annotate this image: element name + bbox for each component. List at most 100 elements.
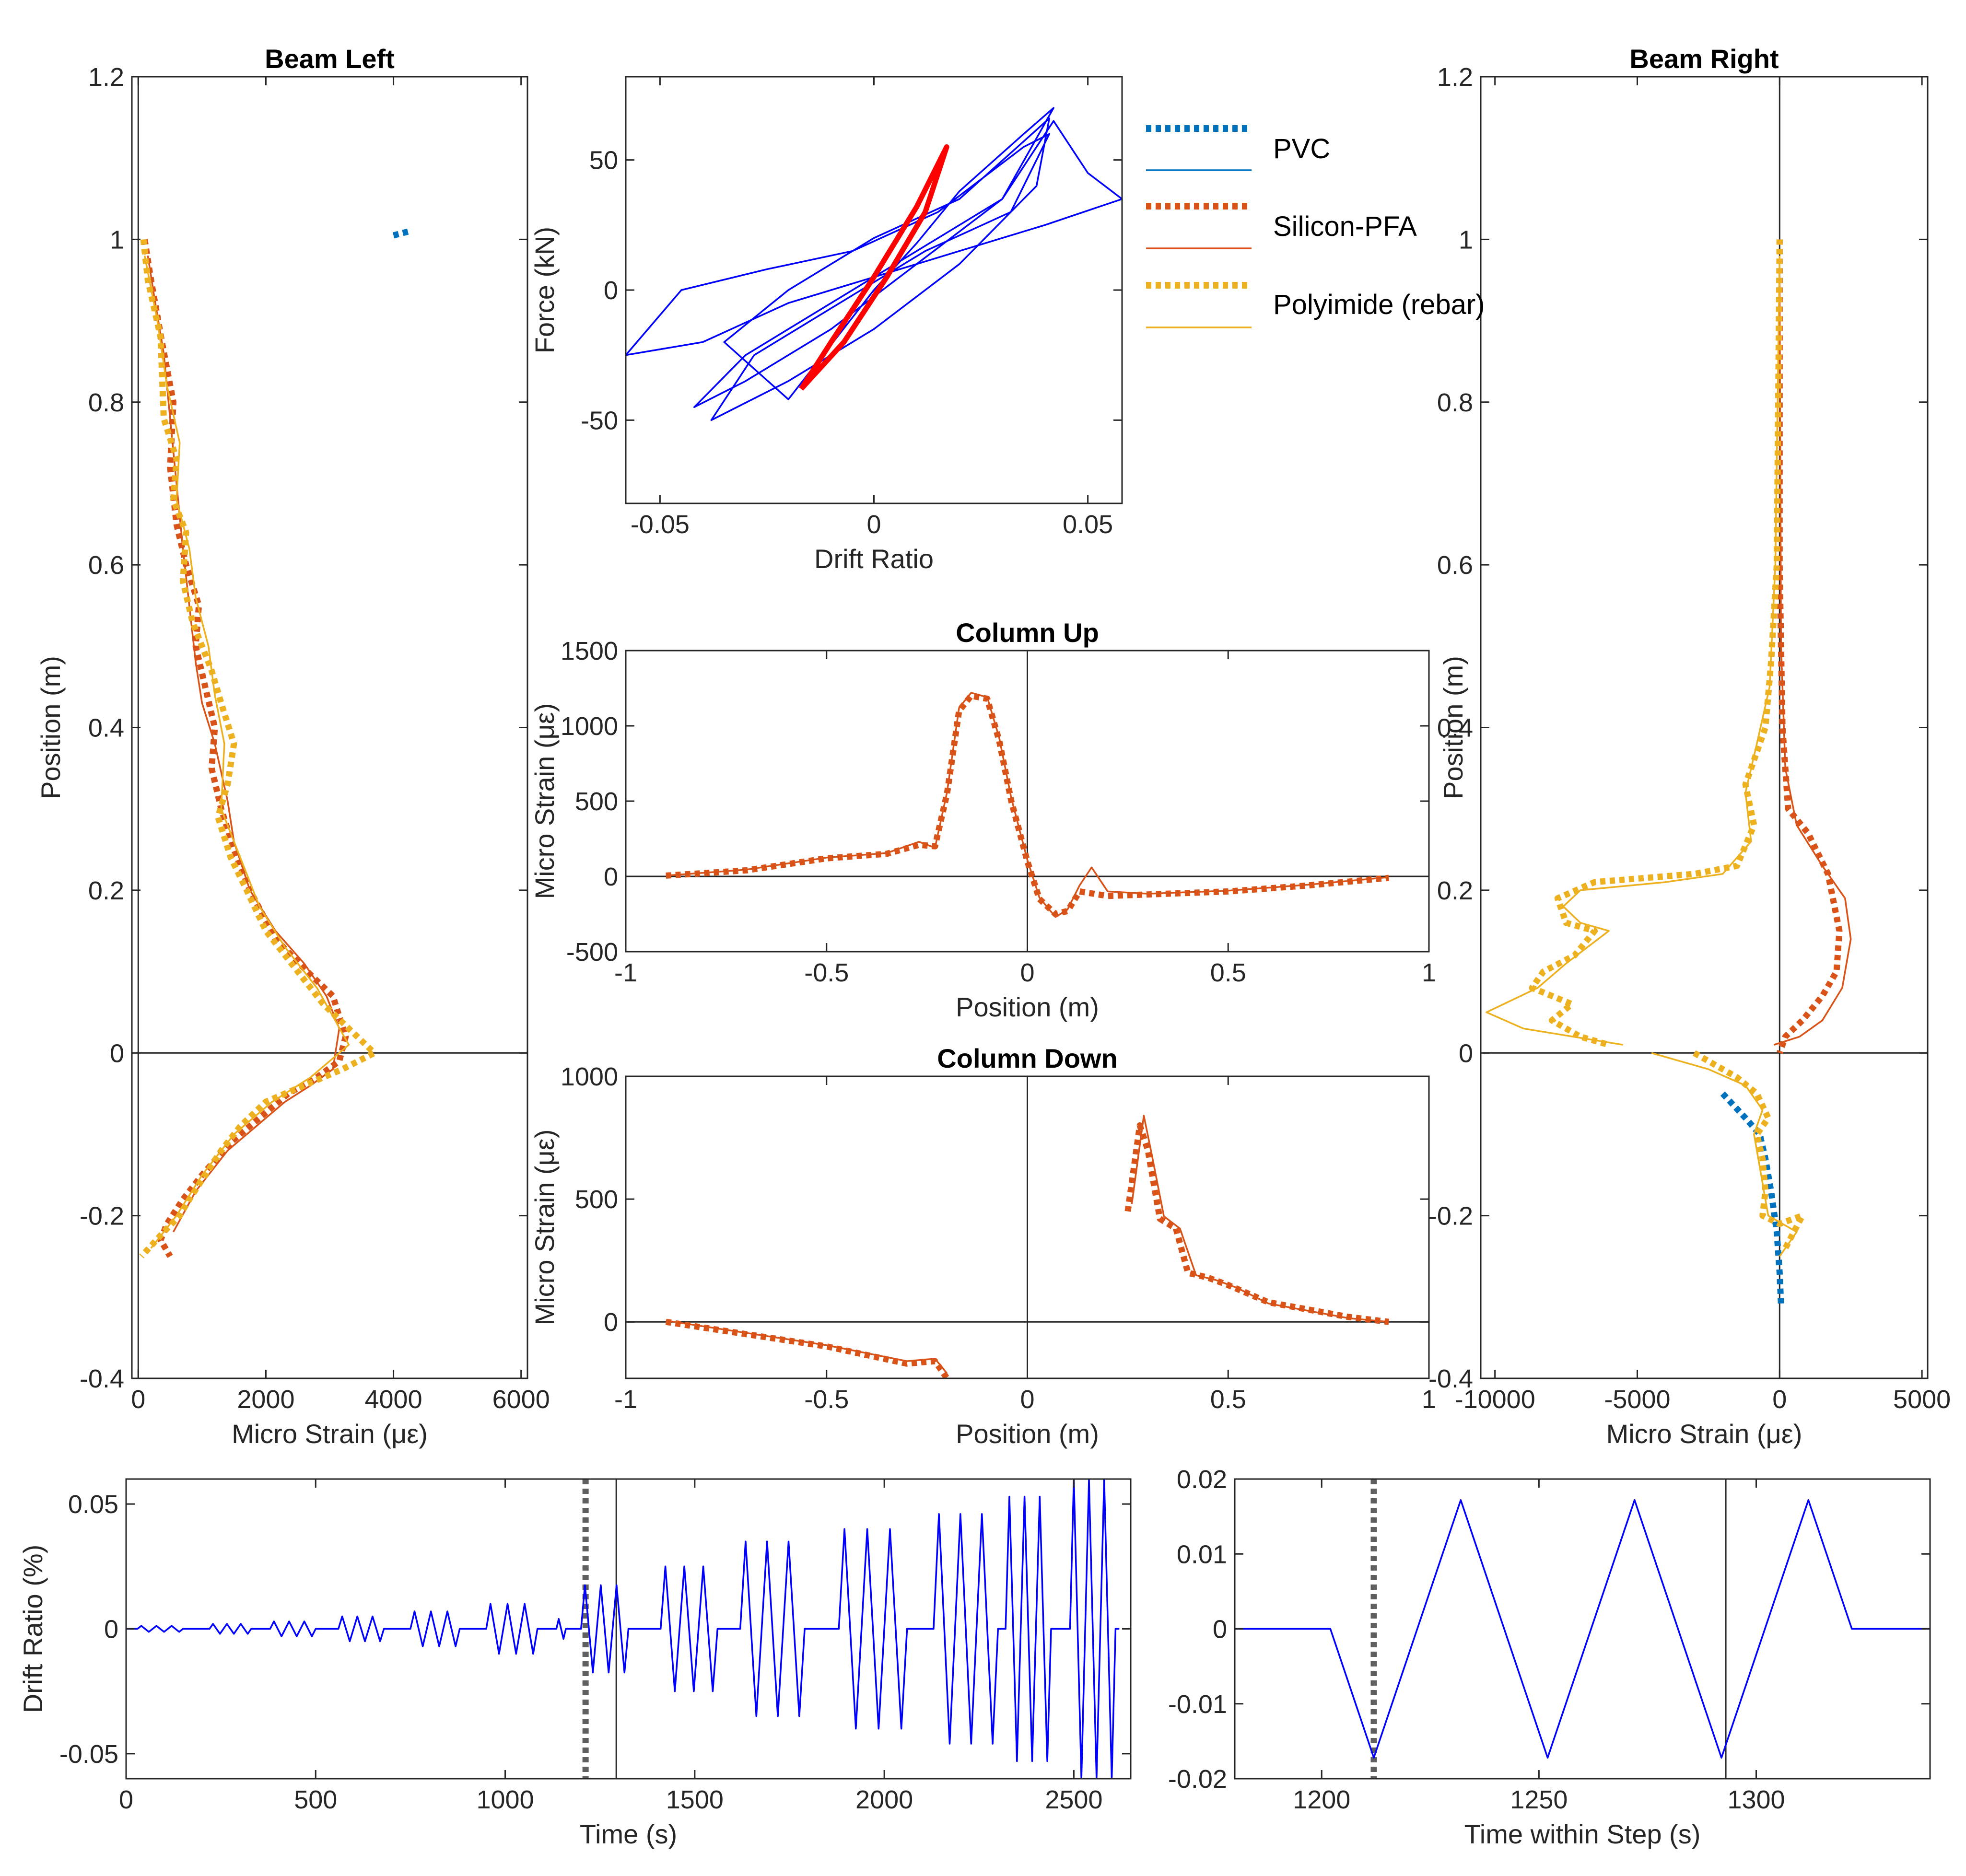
column_up-x-axis-label: Position (m) (956, 992, 1099, 1022)
column_down-series-3 (1131, 1115, 1389, 1323)
hysteresis-x-axis-label: Drift Ratio (814, 544, 934, 574)
x-tick-label: 0 (131, 1385, 145, 1414)
beam_left-x-axis-label: Micro Strain (με) (232, 1419, 428, 1449)
column_up-y-axis-label: Micro Strain (με) (529, 703, 560, 899)
beam_right-axes-frame (1480, 76, 1929, 1379)
beam_right-y-axis-label: Position (m) (1438, 656, 1468, 799)
beam_right-x-axis-label: Micro Strain (με) (1606, 1419, 1802, 1449)
y-tick-label: 0.4 (1437, 714, 1473, 743)
beam_left-series-3 (139, 239, 378, 1258)
x-tick-label: -0.05 (631, 510, 690, 539)
y-tick-label: 0 (604, 1308, 618, 1337)
beam_right-series-1 (1776, 239, 1843, 1054)
y-tick-label: 0.4 (88, 714, 124, 743)
hysteresis-plot: -0.05 0 0.05 -50 0 50 Drift Ratio Force (kN) (529, 76, 1123, 574)
x-tick-label: -5000 (1604, 1385, 1670, 1414)
column_down-y-axis-label: Micro Strain (με) (529, 1130, 560, 1326)
y-tick-label: 0.8 (1437, 388, 1473, 417)
y-tick-label: 0.6 (88, 551, 124, 580)
y-tick-label: 50 (589, 146, 618, 175)
x-tick-label: 0 (1020, 958, 1034, 987)
drift_step-x-axis-label: Time within Step (s) (1464, 1819, 1701, 1849)
column_down-series-2 (666, 1319, 948, 1374)
column_down-title: Column Down (937, 1043, 1117, 1073)
legend-polyimide-label: Polyimide (rebar) (1273, 289, 1485, 320)
beam_right-plot-area (1481, 77, 1928, 1378)
column-down-plot: -1 -0.5 0 0.5 1 0 500 1000 Column Down Position (… (529, 1043, 1436, 1449)
x-tick-label: 0.5 (1210, 1385, 1246, 1414)
beam_left-axes-frame (131, 76, 528, 1379)
x-tick-label: 4000 (364, 1385, 422, 1414)
x-tick-label: 1 (1422, 958, 1436, 987)
x-tick-label: 2000 (237, 1385, 294, 1414)
drift-history-series (126, 1479, 1120, 1779)
y-tick-label: 0 (110, 1039, 124, 1068)
y-tick-label: 0 (1213, 1615, 1227, 1644)
x-tick-label: 1250 (1510, 1785, 1568, 1814)
beam_left-series-2 (147, 256, 340, 1233)
x-tick-label: 0.5 (1210, 958, 1246, 987)
beam_left-series-4 (143, 255, 350, 1249)
x-tick-label: 5000 (1893, 1385, 1951, 1414)
beam_right-series-4 (1486, 256, 1781, 1046)
y-tick-label: 0 (104, 1615, 118, 1644)
y-tick-label: -0.4 (80, 1364, 124, 1393)
y-tick-label: 1.2 (88, 63, 124, 92)
y-tick-label: -0.4 (1428, 1364, 1473, 1393)
y-tick-label: -500 (566, 938, 618, 967)
x-tick-label: 1000 (476, 1785, 534, 1814)
legend: PVC Silicon-PFA Polyimide (rebar) (1146, 125, 1485, 328)
legend-pvc-label: PVC (1273, 133, 1330, 164)
column_up-series-1 (666, 692, 1389, 918)
beam_left-y-axis-label: Position (m) (35, 656, 66, 799)
drift-step-plot: 1200 1250 1300 -0.02 -0.01 0 0.01 0.02 Time with… (1168, 1465, 1931, 1849)
x-tick-label: 500 (294, 1785, 337, 1814)
beam-left-plot: 0 2000 4000 6000 -0.4 -0.2 0 0.2 0.4 0.6 0.8 1 1.2 Be… (35, 44, 550, 1449)
beam_left-series-1 (141, 239, 349, 1258)
column-up-plot: -1 -0.5 0 0.5 1 -500 0 500 1000 1500 Column Up Posi… (529, 618, 1436, 1022)
x-tick-label: -1 (614, 1385, 637, 1414)
y-tick-label: 1500 (561, 637, 618, 665)
y-tick-label: 0.8 (88, 388, 124, 417)
y-tick-label: 0.05 (68, 1490, 118, 1519)
drift_history-x-axis-label: Time (s) (580, 1819, 677, 1849)
y-tick-label: -0.2 (80, 1202, 124, 1231)
beam_left-plot-area (132, 77, 527, 1378)
y-tick-label: 0 (604, 862, 618, 891)
beam_right-series-3 (1529, 239, 1783, 1048)
x-tick-label: 0 (866, 510, 881, 539)
x-tick-label: 0 (1772, 1385, 1787, 1414)
y-tick-label: 0.2 (1437, 876, 1473, 905)
y-tick-label: 0 (604, 276, 618, 305)
y-tick-label: 500 (575, 1185, 618, 1214)
beam_right-series-2 (1773, 280, 1852, 1046)
x-tick-label: -10000 (1455, 1385, 1535, 1414)
x-tick-label: 1500 (666, 1785, 724, 1814)
hysteresis-plot-area (626, 107, 1122, 421)
x-tick-label: 2500 (1045, 1785, 1102, 1814)
y-tick-label: 1000 (561, 712, 618, 741)
beam-right-plot: -10000 -5000 0 5000 -0.4 -0.2 0 0.2 0.4 0.6 0.8 1 1.… (1428, 44, 1951, 1449)
drift_history-plot-area (126, 1479, 1120, 1779)
y-tick-label: 0.2 (88, 876, 124, 905)
column_down-series-1 (1124, 1122, 1390, 1325)
y-tick-label: 0 (1459, 1039, 1473, 1068)
drift_history-y-axis-label: Drift Ratio (%) (18, 1545, 48, 1713)
beam_right-series-6 (1651, 1052, 1798, 1257)
x-tick-label: 1200 (1293, 1785, 1350, 1814)
hysteresis-series-1 (799, 144, 949, 391)
y-tick-label: 1 (1459, 225, 1473, 254)
x-tick-label: 6000 (492, 1385, 550, 1414)
x-tick-label: 1300 (1727, 1785, 1785, 1814)
legend-silicon-label: Silicon-PFA (1273, 211, 1417, 242)
column_up-plot-area (626, 651, 1429, 952)
y-tick-label: 1 (110, 225, 124, 254)
hysteresis-y-axis-label: Force (kN) (529, 227, 560, 353)
column_down-x-axis-label: Position (m) (956, 1419, 1099, 1449)
x-tick-label: 1 (1422, 1385, 1436, 1414)
y-tick-label: 0.01 (1177, 1540, 1227, 1569)
beam_right-title: Beam Right (1629, 44, 1779, 74)
x-tick-label: 0 (119, 1785, 133, 1814)
